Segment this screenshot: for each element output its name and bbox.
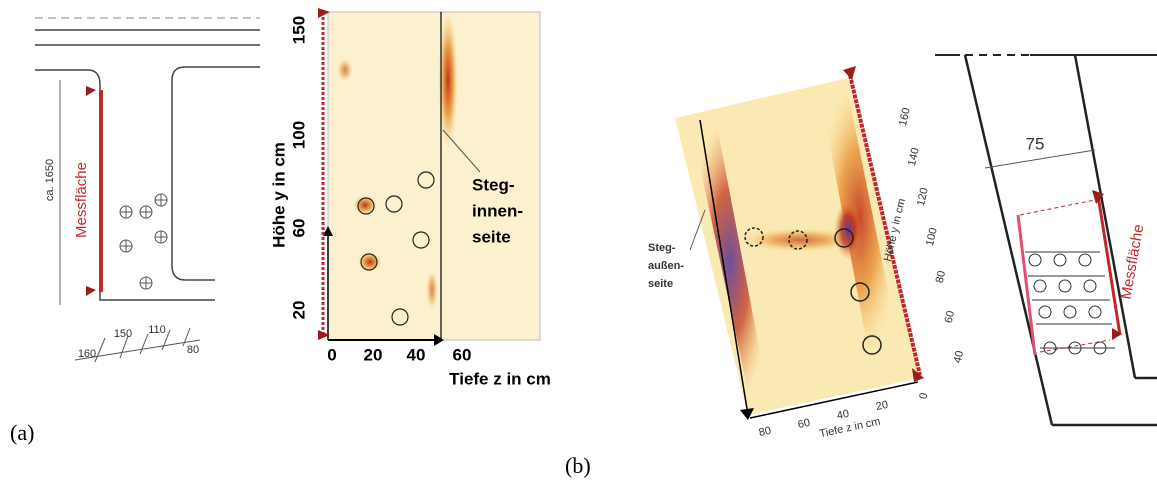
annotation: Steg- xyxy=(648,242,676,254)
y-axis-title: Höhe y in cm xyxy=(269,142,288,248)
dim-label: 110 xyxy=(148,324,166,336)
x-tick-label: 60 xyxy=(797,417,811,431)
x-tick-label: 20 xyxy=(875,399,889,413)
y-axis-title: Höhe y in cm xyxy=(882,197,908,262)
y-tick-label: 100 xyxy=(289,121,308,149)
y-tick-label: 60 xyxy=(289,219,308,238)
length-label: ca. 1650 xyxy=(44,159,56,201)
y-tick-label: 140 xyxy=(906,147,922,168)
x-tick-label: 0 xyxy=(917,392,930,400)
scan-a: 150 100 60 20 Höhe y in cm 0 20 40 60 Ti… xyxy=(269,8,551,388)
x-tick-label: 20 xyxy=(364,345,383,364)
x-tick-label: 80 xyxy=(758,425,772,439)
dim-label: 150 xyxy=(114,328,132,340)
y-tick-label: 100 xyxy=(924,227,940,248)
y-tick-label: 150 xyxy=(289,16,308,44)
y-tick-label: 120 xyxy=(915,187,931,208)
y-tick-label: 40 xyxy=(952,350,966,365)
x-tick-label: 40 xyxy=(836,408,850,422)
panel-label: (a) xyxy=(10,420,34,445)
panel-label: (b) xyxy=(565,453,591,478)
annotation: seite xyxy=(472,227,511,246)
y-tick-label: 160 xyxy=(897,107,913,128)
width-label: 75 xyxy=(1026,134,1045,153)
y-tick-label: 80 xyxy=(934,270,948,285)
cross-section-a: Messfläche ca. 1650 160 150 110 80 xyxy=(35,17,260,363)
dim-label: 160 xyxy=(78,348,96,360)
x-tick-label: 60 xyxy=(453,345,472,364)
scan-b: 160 140 120 100 80 60 40 Höhe y in cm 80… xyxy=(648,66,966,440)
annotation: außen- xyxy=(648,260,684,272)
measure-label: Messfläche xyxy=(73,162,90,238)
x-tick-label: 0 xyxy=(327,345,336,364)
x-axis-title: Tiefe z in cm xyxy=(449,369,551,388)
annotation: innen- xyxy=(472,201,523,220)
x-tick-label: 40 xyxy=(407,345,426,364)
y-tick-label: 60 xyxy=(943,310,957,325)
measure-label: Messfläche xyxy=(1118,223,1148,301)
annotation: seite xyxy=(648,278,673,290)
dim-label: 80 xyxy=(187,344,199,356)
y-tick-label: 20 xyxy=(289,301,308,320)
cross-section-b: 75 Messfläche xyxy=(935,54,1157,427)
annotation: Steg- xyxy=(472,175,515,194)
